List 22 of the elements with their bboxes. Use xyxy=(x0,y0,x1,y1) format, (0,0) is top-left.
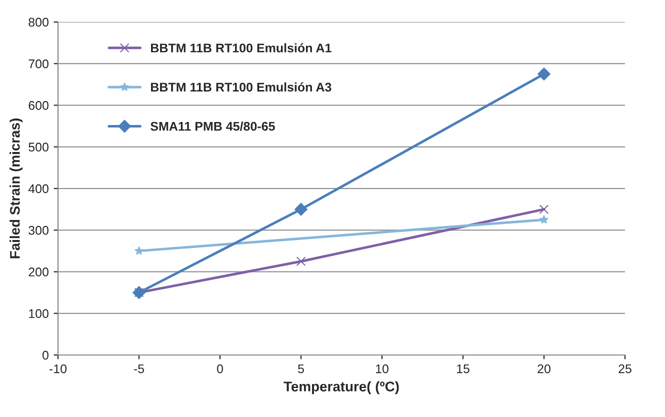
x-tick-label: 15 xyxy=(457,364,470,374)
legend-label: BBTM 11B RT100 Emulsión A1 xyxy=(151,43,332,52)
y-tick-label: 800 xyxy=(28,18,48,27)
x-tick-label: 10 xyxy=(376,364,388,374)
x-tick-label: 5 xyxy=(298,364,304,374)
legend-label: SMA11 PMB 45/80-65 xyxy=(150,122,275,131)
x-tick-label: 20 xyxy=(538,364,550,374)
x-tick-label: -10 xyxy=(50,364,67,374)
y-tick-label: 500 xyxy=(28,142,48,152)
y-tick-label: 300 xyxy=(28,226,48,235)
y-tick-label: 0 xyxy=(42,350,48,360)
y-tick-label: 200 xyxy=(28,268,48,276)
y-tick-label: 700 xyxy=(28,59,48,68)
x-tick-label: 0 xyxy=(217,364,223,374)
y-tick-label: 600 xyxy=(28,101,48,110)
x-tick-label: 25 xyxy=(618,364,632,374)
legend-label: BBTM 11B RT100 Emulsión A3 xyxy=(151,82,332,92)
y-axis-title: Failed Strain (micras) xyxy=(10,118,23,258)
x-tick-label: -5 xyxy=(134,364,144,374)
x-axis-title: Temperature( (ºC) xyxy=(284,381,399,394)
y-tick-label: 100 xyxy=(29,309,48,318)
y-tick-label: 400 xyxy=(28,184,48,194)
